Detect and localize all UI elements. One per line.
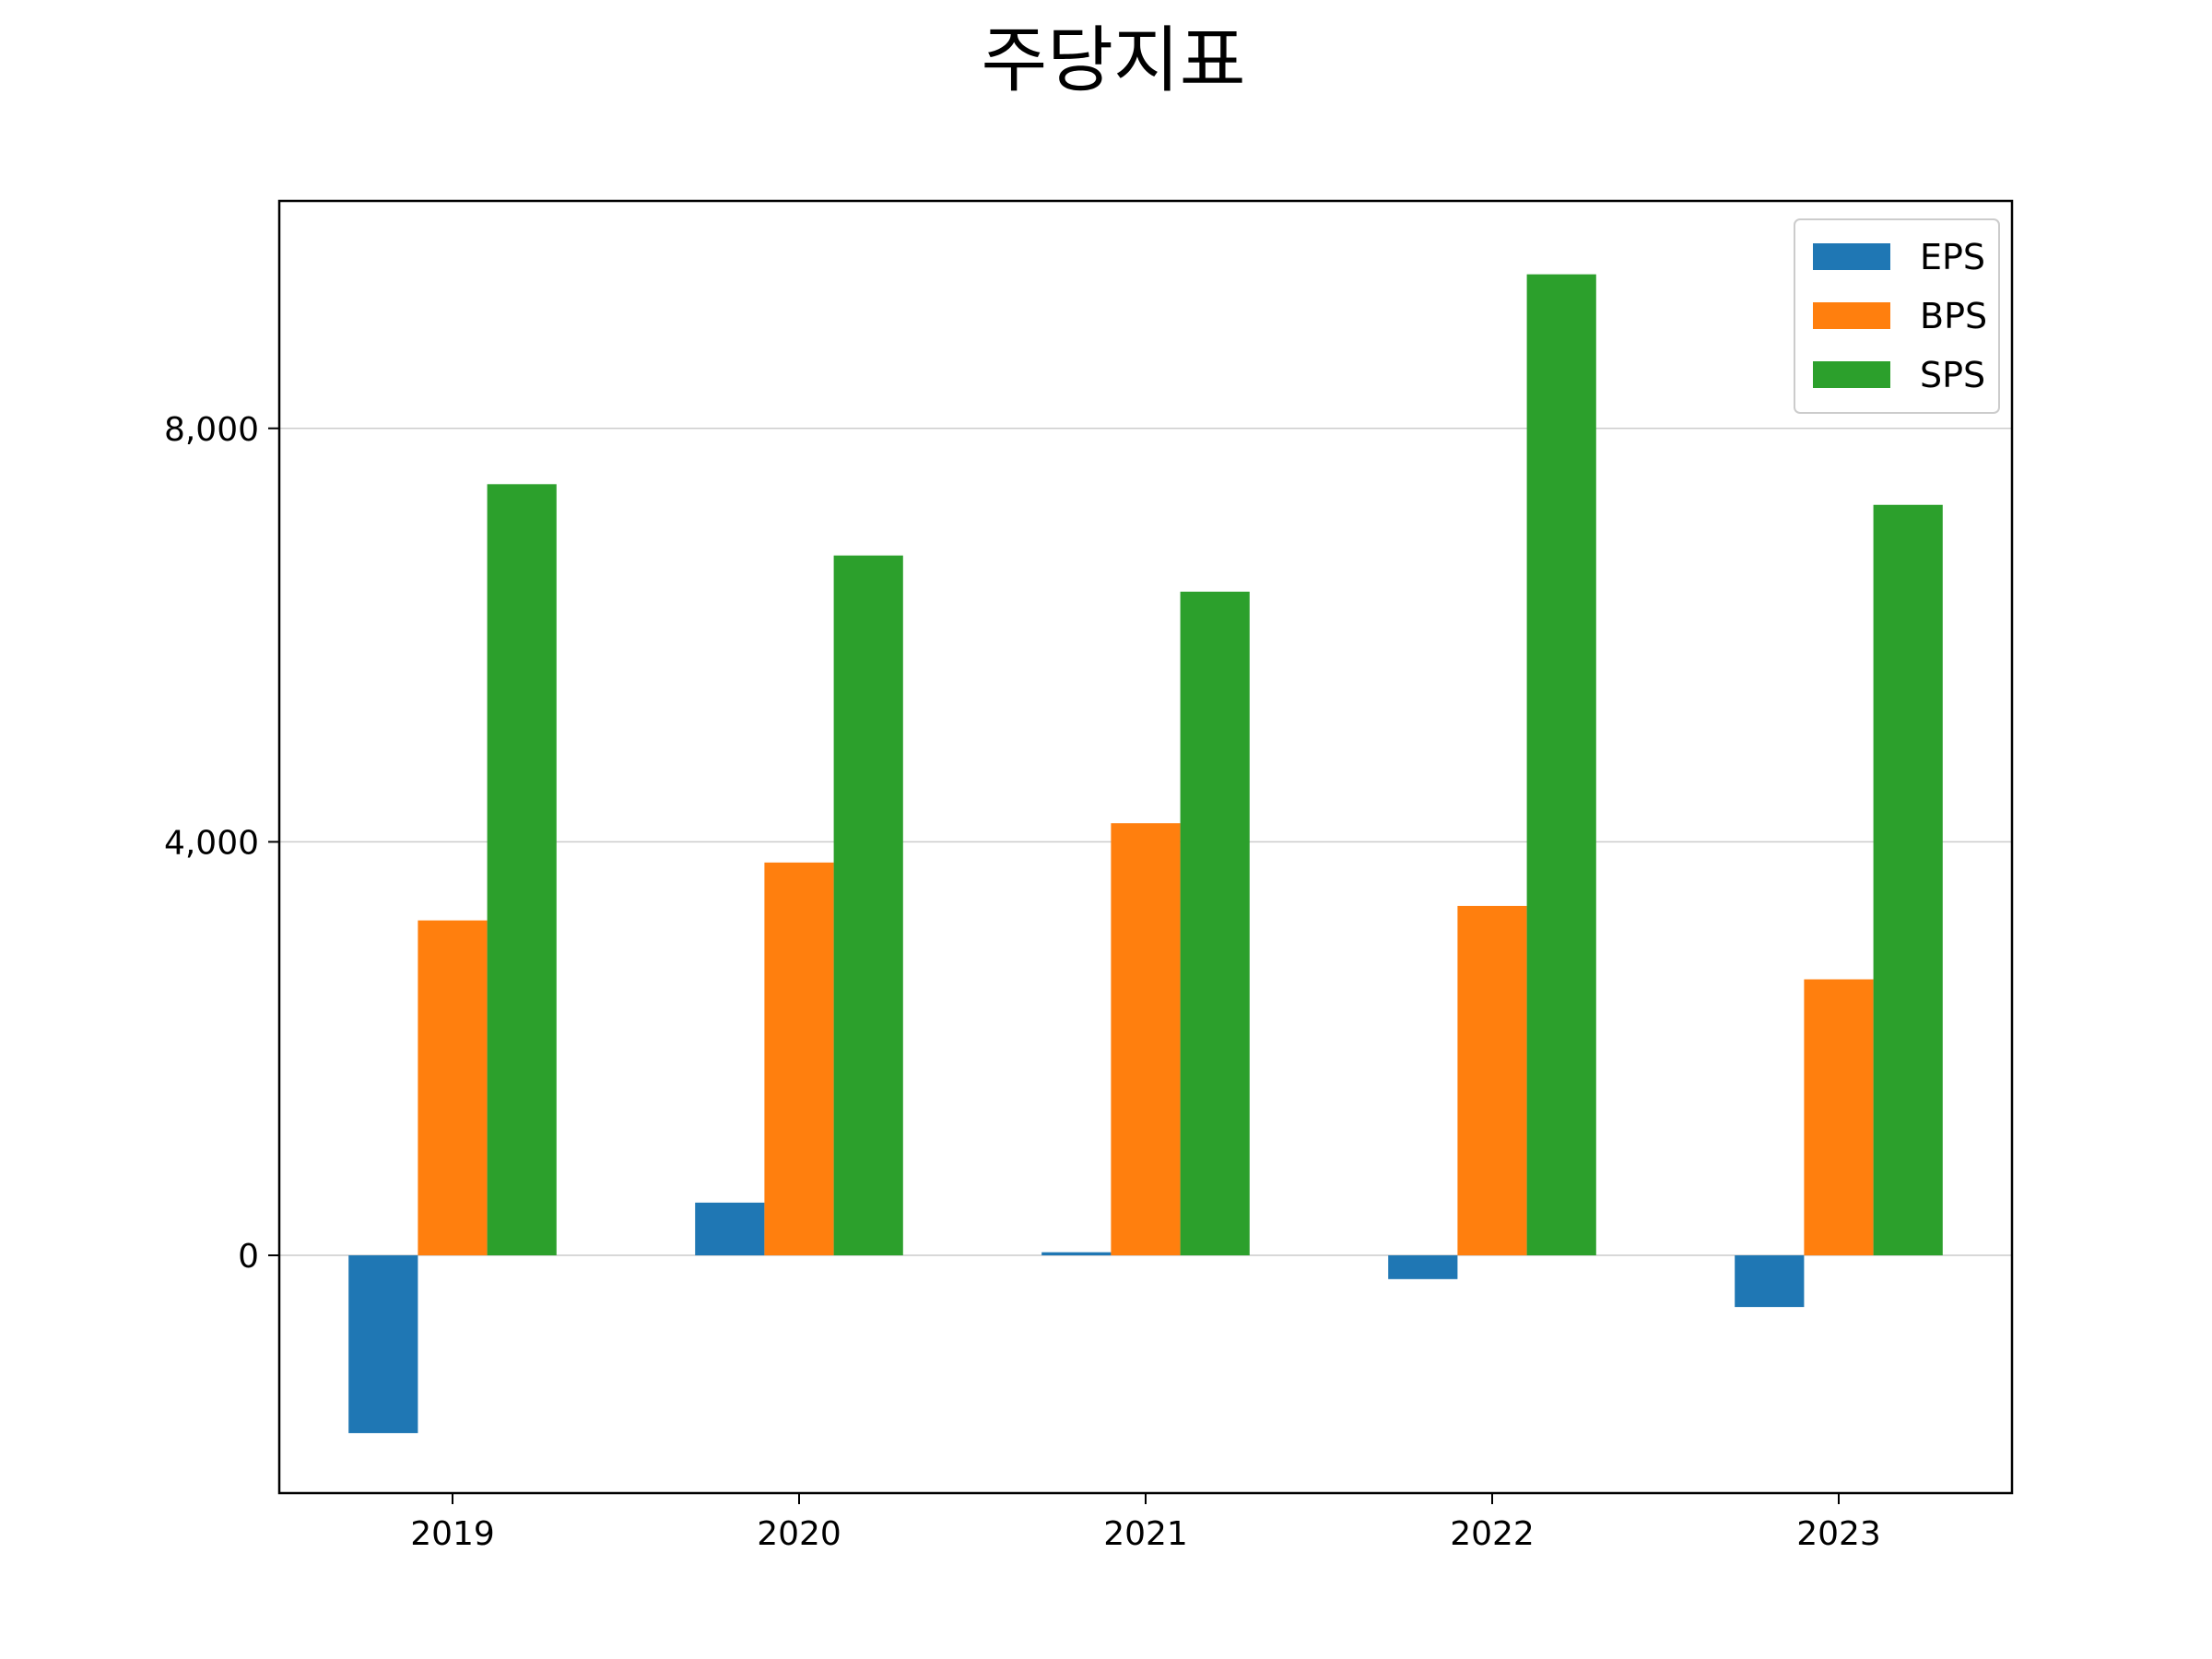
legend-swatch-bps <box>1813 302 1890 329</box>
y-tick-label: 4,000 <box>164 824 259 862</box>
y-tick-label: 8,000 <box>164 411 259 449</box>
bar-eps-2019 <box>348 1255 418 1433</box>
legend-label-bps: BPS <box>1920 296 1987 336</box>
bar-eps-2022 <box>1388 1255 1458 1279</box>
bar-sps-2020 <box>833 555 903 1256</box>
legend-label-sps: SPS <box>1920 355 1985 395</box>
axes: 0 4,000 8,000 2019 2020 2021 2022 2023 <box>164 411 1881 1553</box>
chart-title: 주당지표 <box>981 19 1245 102</box>
bar-eps-2023 <box>1735 1255 1805 1308</box>
bar-bps-2020 <box>764 862 834 1256</box>
x-tick-label: 2022 <box>1450 1515 1535 1553</box>
bar-sps-2022 <box>1526 274 1596 1256</box>
x-tick-label: 2021 <box>1103 1515 1188 1553</box>
bar-sps-2023 <box>1873 504 1943 1256</box>
bars <box>348 274 1943 1433</box>
x-tick-label: 2023 <box>1796 1515 1881 1553</box>
bar-bps-2021 <box>1111 823 1181 1256</box>
x-tick-label: 2020 <box>757 1515 841 1553</box>
bar-bps-2023 <box>1804 979 1874 1256</box>
y-tick-label: 0 <box>238 1238 259 1276</box>
bar-eps-2020 <box>695 1202 765 1256</box>
bar-sps-2019 <box>487 484 557 1256</box>
legend-swatch-eps <box>1813 243 1890 270</box>
legend: EPS BPS SPS <box>1794 218 2000 414</box>
legend-swatch-sps <box>1813 361 1890 388</box>
legend-label-eps: EPS <box>1920 237 1985 277</box>
x-tick-label: 2019 <box>410 1515 495 1553</box>
bar-bps-2019 <box>418 920 488 1256</box>
bar-bps-2022 <box>1457 905 1527 1256</box>
bar-sps-2021 <box>1180 591 1250 1256</box>
bar-eps-2021 <box>1041 1252 1112 1256</box>
